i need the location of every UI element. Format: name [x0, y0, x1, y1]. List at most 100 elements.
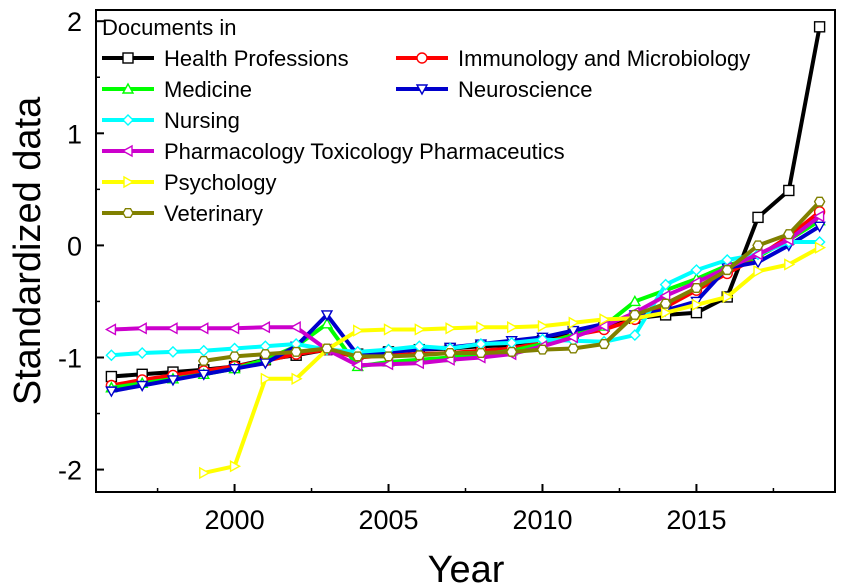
- data-point-neuroscience: [105, 386, 118, 398]
- data-point-nursing: [105, 349, 118, 362]
- data-point-pharmacology-toxicology-pharmaceutics: [135, 322, 147, 335]
- data-point-medicine: [320, 317, 334, 329]
- data-point-nursing: [659, 278, 672, 291]
- legend-label: Nursing: [164, 108, 240, 133]
- legend-marker: [122, 207, 134, 219]
- legend-label: Neuroscience: [458, 77, 593, 102]
- data-point-nursing: [628, 329, 641, 342]
- data-point-psychology: [784, 258, 796, 271]
- data-point-psychology: [722, 290, 734, 304]
- data-point-psychology: [199, 466, 211, 480]
- data-point-nursing: [690, 264, 703, 277]
- data-point-health-professions: [752, 211, 764, 224]
- x-tick-label: 2005: [358, 505, 418, 535]
- legend-item-psychology: Psychology: [102, 170, 277, 195]
- legend-label: Immunology and Microbiology: [458, 46, 750, 71]
- legend-marker: [122, 52, 134, 64]
- data-point-psychology: [383, 323, 395, 336]
- data-point-veterinary: [290, 346, 302, 357]
- data-point-pharmacology-toxicology-pharmaceutics: [228, 322, 240, 335]
- data-point-pharmacology-toxicology-pharmaceutics: [659, 289, 671, 303]
- data-point-pharmacology-toxicology-pharmaceutics: [258, 321, 271, 334]
- data-point-veterinary: [690, 282, 703, 294]
- data-point-psychology: [414, 323, 426, 336]
- data-point-psychology: [506, 321, 519, 334]
- data-point-veterinary: [659, 298, 672, 309]
- data-point-psychology: [537, 319, 549, 333]
- x-tick-label: 2010: [512, 505, 572, 535]
- data-point-psychology: [291, 372, 303, 385]
- legend-title: Documents in: [102, 15, 237, 40]
- y-tick-label: 1: [67, 119, 82, 149]
- data-point-pharmacology-toxicology-pharmaceutics: [197, 322, 209, 335]
- data-point-veterinary: [721, 265, 734, 276]
- data-point-veterinary: [259, 349, 272, 360]
- legend-item-medicine: Medicine: [102, 77, 252, 102]
- legend-marker: [122, 114, 134, 126]
- legend-marker: [416, 52, 428, 64]
- series-veterinary: [197, 196, 826, 366]
- x-tick-label: 2015: [666, 505, 726, 535]
- data-point-neuroscience: [197, 369, 210, 381]
- data-point-veterinary: [629, 309, 641, 320]
- data-point-veterinary: [475, 347, 487, 359]
- data-point-neuroscience: [813, 221, 826, 233]
- legend-item-health-professions: Health Professions: [102, 46, 349, 71]
- legend: Documents in Health Professions Immunolog…: [102, 15, 750, 226]
- legend-item-pharmacology-toxicology-pharmaceutics: Pharmacology Toxicology Pharmaceutics: [102, 139, 565, 164]
- series-line-pharmacology-toxicology-pharmaceutics: [111, 214, 821, 368]
- data-point-pharmacology-toxicology-pharmaceutics: [813, 210, 825, 223]
- data-point-psychology: [445, 322, 457, 335]
- x-tick-label: 2000: [205, 505, 265, 535]
- data-point-neuroscience: [166, 375, 180, 387]
- legend-label: Pharmacology Toxicology Pharmaceutics: [164, 139, 565, 164]
- data-point-pharmacology-toxicology-pharmaceutics: [351, 359, 363, 372]
- legend-label: Medicine: [164, 77, 252, 102]
- series-layer: [104, 21, 827, 480]
- data-point-pharmacology-toxicology-pharmaceutics: [166, 322, 178, 335]
- data-point-veterinary: [321, 343, 333, 354]
- legend-item-immunology-and-microbiology: Immunology and Microbiology: [396, 46, 750, 71]
- data-point-veterinary: [598, 339, 610, 350]
- data-point-pharmacology-toxicology-pharmaceutics: [104, 323, 117, 336]
- x-axis-title: Year: [428, 549, 505, 588]
- data-point-psychology: [353, 324, 365, 337]
- data-point-pharmacology-toxicology-pharmaceutics: [751, 248, 763, 261]
- legend-item-veterinary: Veterinary: [102, 201, 263, 226]
- data-point-veterinary: [567, 343, 580, 354]
- data-point-veterinary: [783, 229, 795, 240]
- y-tick-label: -1: [58, 343, 82, 373]
- legend-marker: [121, 82, 135, 94]
- data-point-health-professions: [783, 184, 795, 197]
- data-point-veterinary: [813, 196, 826, 207]
- data-point-nursing: [166, 345, 179, 358]
- legend-label: Health Professions: [164, 46, 349, 71]
- legend-label: Psychology: [164, 170, 277, 195]
- data-point-psychology: [599, 313, 611, 326]
- legend-label: Veterinary: [164, 201, 263, 226]
- data-point-neuroscience: [135, 380, 149, 392]
- data-point-psychology: [568, 316, 580, 329]
- data-point-pharmacology-toxicology-pharmaceutics: [566, 331, 578, 344]
- data-point-veterinary: [197, 355, 210, 366]
- data-point-psychology: [260, 372, 272, 385]
- legend-item-nursing: Nursing: [102, 108, 240, 133]
- data-point-nursing: [136, 347, 149, 359]
- legend-marker: [121, 144, 133, 158]
- data-point-psychology: [660, 306, 673, 319]
- legend-marker: [415, 84, 429, 96]
- data-point-psychology: [753, 264, 765, 278]
- data-point-neuroscience: [320, 310, 334, 322]
- data-point-pharmacology-toxicology-pharmaceutics: [289, 321, 301, 334]
- data-point-veterinary: [413, 350, 426, 361]
- data-point-psychology: [814, 241, 827, 254]
- y-tick-label: 2: [67, 7, 82, 37]
- data-point-medicine: [628, 295, 642, 307]
- data-point-neuroscience: [228, 363, 241, 376]
- data-point-nursing: [197, 344, 210, 357]
- data-point-veterinary: [382, 351, 395, 362]
- data-point-veterinary: [505, 346, 518, 357]
- y-tick-label: 0: [67, 231, 82, 261]
- legend-marker: [123, 175, 135, 189]
